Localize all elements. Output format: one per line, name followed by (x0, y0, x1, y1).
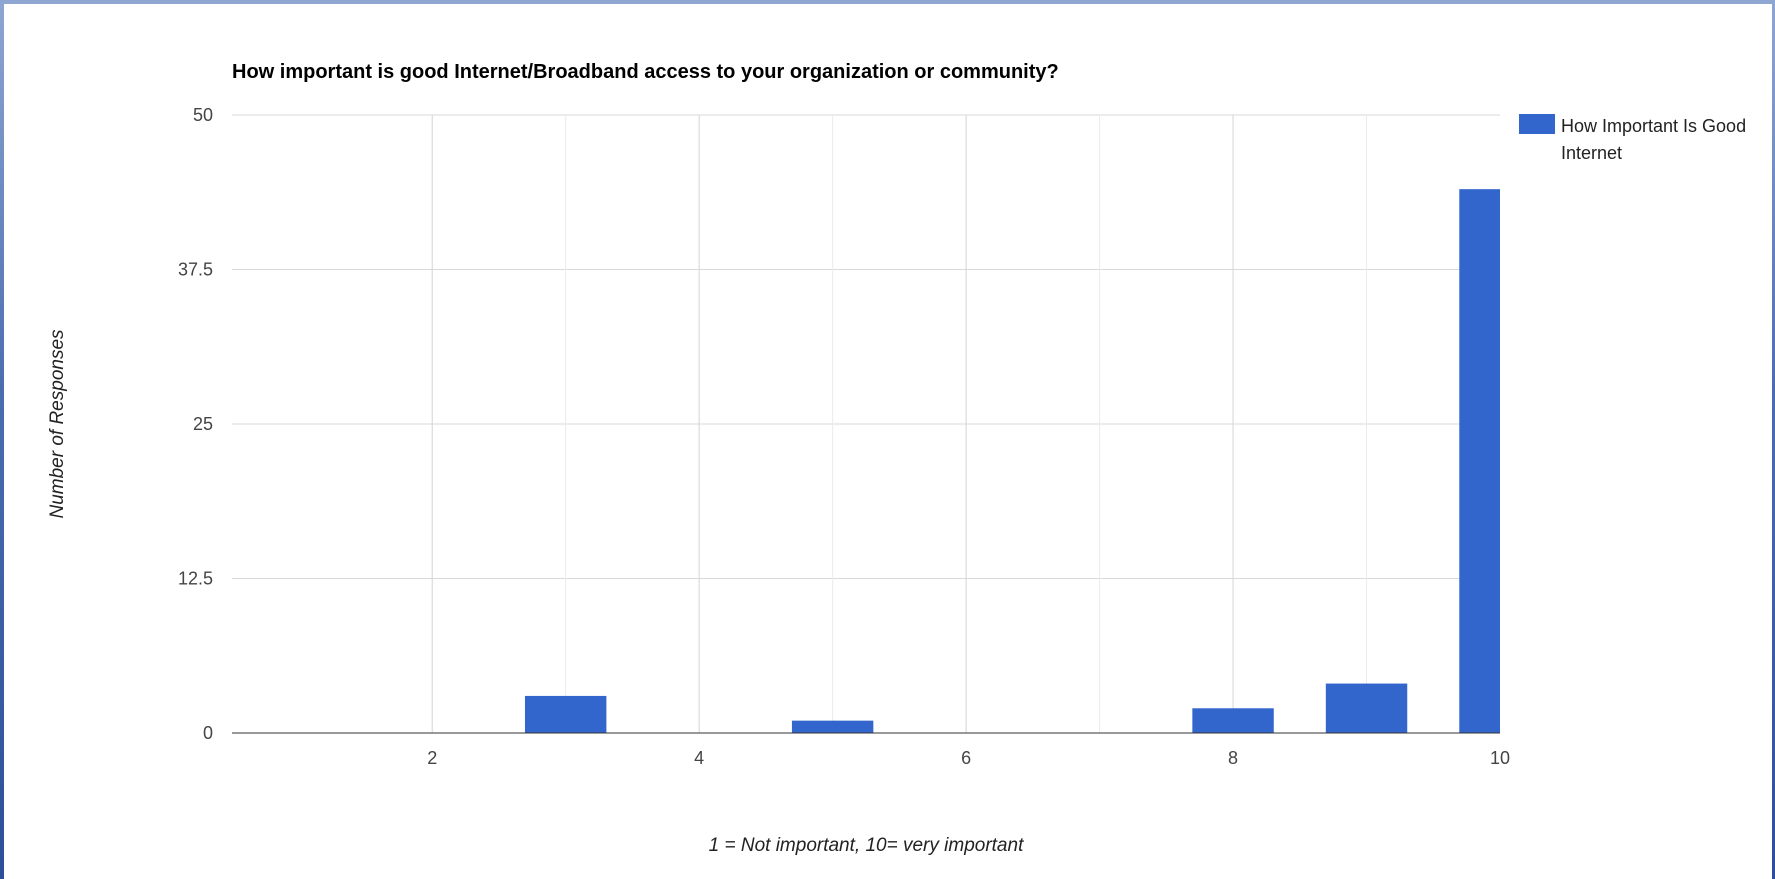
legend-label-line-2: Internet (1561, 143, 1622, 163)
x-tick-label-10: 10 (1490, 748, 1510, 768)
legend-swatch (1519, 114, 1555, 134)
chart-panel: How important is good Internet/Broadband… (4, 4, 1772, 879)
y-tick-label-0: 0 (203, 723, 213, 743)
y-tick-label-3: 37.5 (178, 260, 213, 280)
y-axis-ticks: 0 12.5 25 37.5 50 (178, 105, 213, 743)
gridlines (232, 114, 1500, 734)
bar-8 (1192, 708, 1274, 733)
bar-9 (1325, 683, 1408, 733)
x-axis-title: 1 = Not important, 10= very important (709, 835, 1024, 856)
y-tick-label-1: 12.5 (178, 569, 213, 589)
bar-3 (524, 695, 607, 733)
legend-label-line-1: How Important Is Good (1561, 116, 1746, 136)
bar-chart: How important is good Internet/Broadband… (47, 61, 1751, 856)
bars (524, 189, 1500, 733)
bar-10 (1459, 189, 1500, 733)
legend: How Important Is Good Internet (1519, 114, 1751, 163)
legend-label: How Important Is Good Internet (1561, 116, 1751, 163)
x-tick-label-8: 8 (1228, 748, 1238, 768)
x-axis-ticks: 2 4 6 8 10 (427, 748, 1510, 768)
x-tick-label-6: 6 (961, 748, 971, 768)
y-axis-title: Number of Responses (47, 329, 68, 519)
y-tick-label-4: 50 (193, 105, 213, 125)
bar-5 (791, 720, 874, 733)
x-tick-label-2: 2 (427, 748, 437, 768)
x-tick-label-4: 4 (694, 748, 704, 768)
chart-title: How important is good Internet/Broadband… (232, 61, 1059, 83)
y-tick-label-2: 25 (193, 414, 213, 434)
